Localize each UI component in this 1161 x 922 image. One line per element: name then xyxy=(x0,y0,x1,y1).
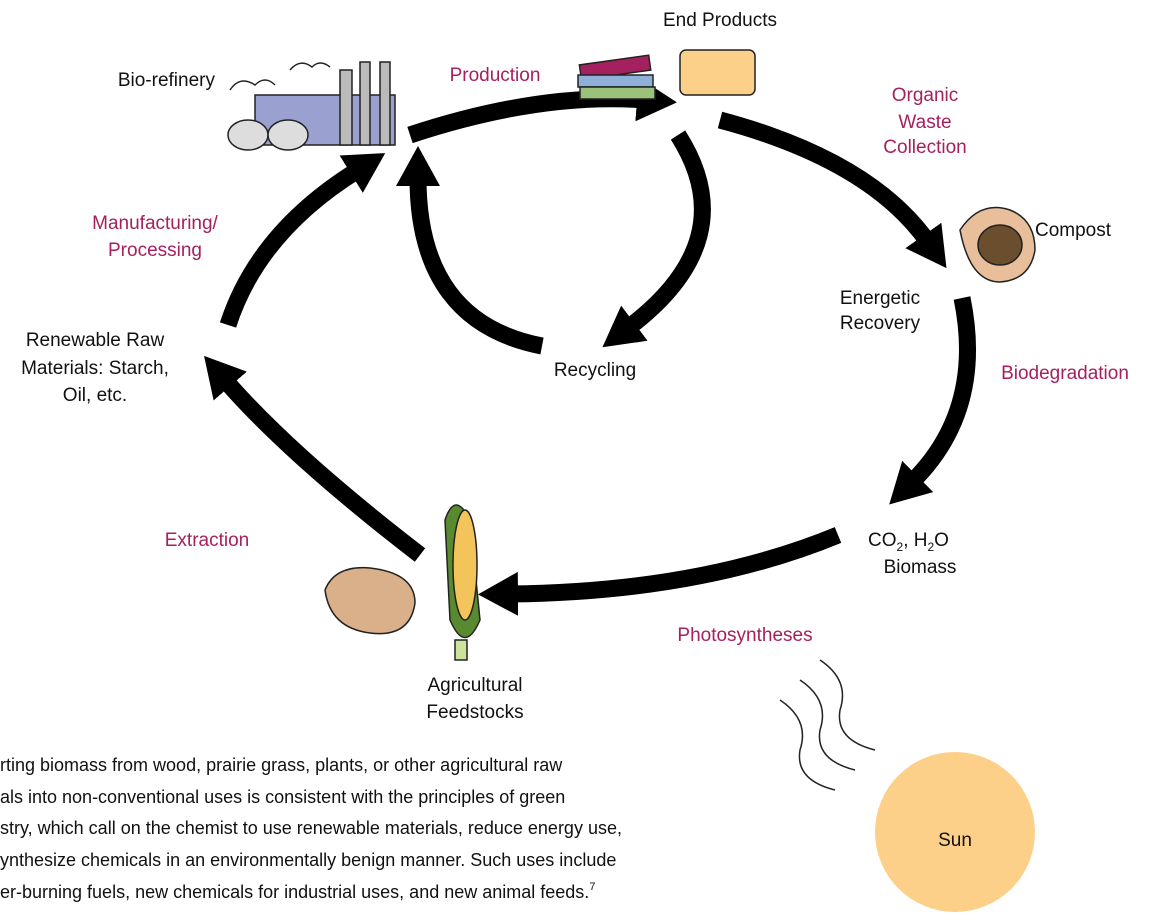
diagram: Bio-refinery Production End Products Org… xyxy=(0,0,1161,917)
sun-rays xyxy=(780,660,875,790)
label-part: O xyxy=(934,530,949,551)
cycle-arrows xyxy=(225,99,968,594)
arrow xyxy=(228,170,358,325)
arrow xyxy=(912,298,968,482)
label: Waste xyxy=(898,112,951,133)
label: Production xyxy=(450,65,541,86)
label: Organic xyxy=(892,85,959,106)
label-part: , H xyxy=(903,530,927,551)
paragraph-line: als into non-conventional uses is consis… xyxy=(0,787,565,807)
end-products-icon xyxy=(578,50,755,99)
paragraph-line: ynthesize chemicals in an environmentall… xyxy=(0,850,616,870)
label-part: CO xyxy=(868,530,897,551)
label: Photosyntheses xyxy=(677,625,812,646)
label: Feedstocks xyxy=(426,702,523,723)
arrow xyxy=(628,135,702,328)
label: Biomass xyxy=(884,557,957,578)
corn-icon xyxy=(445,505,480,660)
label: Materials: Starch, xyxy=(21,358,169,379)
label: Biodegradation xyxy=(1001,363,1129,384)
label: Extraction xyxy=(165,530,249,551)
label: Agricultural xyxy=(427,675,522,696)
label: Energetic xyxy=(840,288,920,309)
label: Recovery xyxy=(840,313,921,334)
paragraph-line: stry, which call on the chemist to use r… xyxy=(0,818,622,838)
label: Sun xyxy=(938,830,972,851)
label: CO2, H2O xyxy=(868,530,949,554)
potato-icon xyxy=(325,568,415,634)
compost-icon xyxy=(960,208,1035,283)
arrow xyxy=(410,99,645,135)
label: Renewable Raw xyxy=(26,330,165,351)
label: Recycling xyxy=(554,360,636,381)
bio-refinery-icon xyxy=(228,62,395,150)
paragraph-line: rting biomass from wood, prairie grass, … xyxy=(0,755,563,775)
label: Oil, etc. xyxy=(63,385,127,406)
label: Collection xyxy=(883,137,966,158)
arrow xyxy=(418,178,542,346)
label: Compost xyxy=(1035,220,1112,241)
arrow xyxy=(510,535,838,594)
footnote: 7 xyxy=(589,881,595,893)
arrow xyxy=(225,380,420,555)
label: Processing xyxy=(108,240,202,261)
label: End Products xyxy=(663,10,777,31)
label: Manufacturing/ xyxy=(92,213,218,234)
label: Bio-refinery xyxy=(118,70,216,91)
paragraph-line: er-burning fuels, new chemicals for indu… xyxy=(0,881,595,902)
paragraph-text: er-burning fuels, new chemicals for indu… xyxy=(0,882,589,902)
